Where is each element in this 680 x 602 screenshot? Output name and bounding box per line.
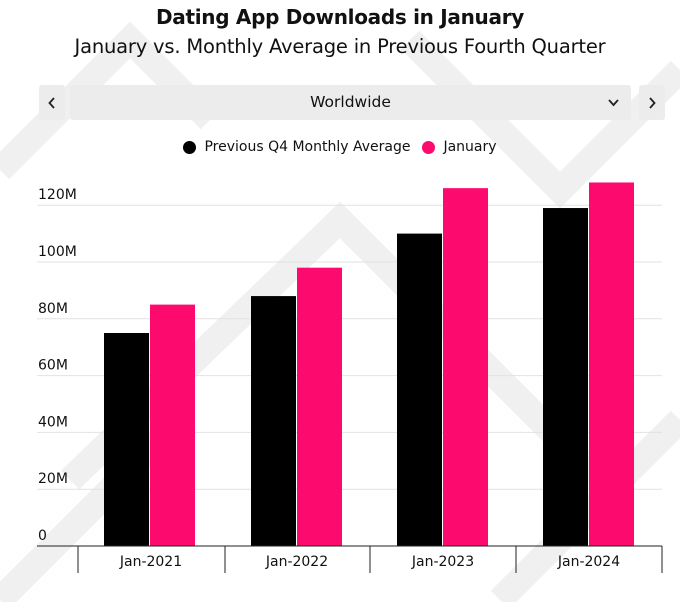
bar-previous-q4-jan-2021[interactable]: [104, 333, 149, 546]
chevron-right-icon: [649, 96, 656, 109]
bar-previous-q4-jan-2024[interactable]: [543, 208, 588, 547]
x-tick-label: Jan-2022: [265, 554, 328, 570]
y-tick-label: 80M: [38, 301, 68, 317]
bar-january-jan-2021[interactable]: [150, 304, 195, 546]
legend-label-previous-q4: Previous Q4 Monthly Average: [204, 139, 411, 155]
bar-previous-q4-jan-2023[interactable]: [397, 233, 442, 546]
y-tick-label: 100M: [38, 244, 77, 260]
x-tick-label: Jan-2024: [557, 554, 620, 570]
chevron-left-icon: [48, 96, 55, 109]
region-dropdown-value: Worldwide: [310, 93, 391, 111]
x-tick-label: Jan-2023: [411, 554, 474, 570]
y-tick-label: 120M: [38, 187, 77, 203]
region-dropdown[interactable]: Worldwide: [70, 85, 631, 120]
bars: [104, 182, 634, 547]
chart-subtitle: January vs. Monthly Average in Previous …: [74, 35, 606, 58]
legend-dot-january: [422, 140, 436, 154]
bar-previous-q4-jan-2022[interactable]: [251, 296, 296, 546]
y-tick-label: 40M: [38, 414, 68, 430]
chart-legend: Previous Q4 Monthly Average January: [0, 137, 680, 157]
legend-item-previous-q4[interactable]: Previous Q4 Monthly Average: [183, 139, 410, 155]
legend-label-january: January: [443, 139, 497, 155]
chevron-down-icon: [608, 99, 619, 107]
y-tick-label: 0: [38, 528, 47, 544]
next-region-button[interactable]: [639, 85, 665, 120]
previous-region-button[interactable]: [39, 85, 65, 120]
x-tick-label: Jan-2021: [119, 554, 182, 570]
bar-january-jan-2022[interactable]: [297, 267, 342, 546]
y-tick-label: 60M: [38, 358, 68, 374]
y-tick-label: 20M: [38, 471, 68, 487]
legend-dot-previous-q4: [183, 140, 197, 154]
legend-item-january[interactable]: January: [422, 139, 497, 155]
y-axis: 0 20M 40M 60M 80M 100M 120M: [38, 187, 77, 544]
bar-january-jan-2023[interactable]: [443, 188, 488, 546]
chart-title: Dating App Downloads in January: [155, 5, 524, 29]
x-axis: Jan-2021 Jan-2022 Jan-2023 Jan-2024: [37, 545, 663, 573]
bar-january-jan-2024[interactable]: [589, 182, 634, 547]
